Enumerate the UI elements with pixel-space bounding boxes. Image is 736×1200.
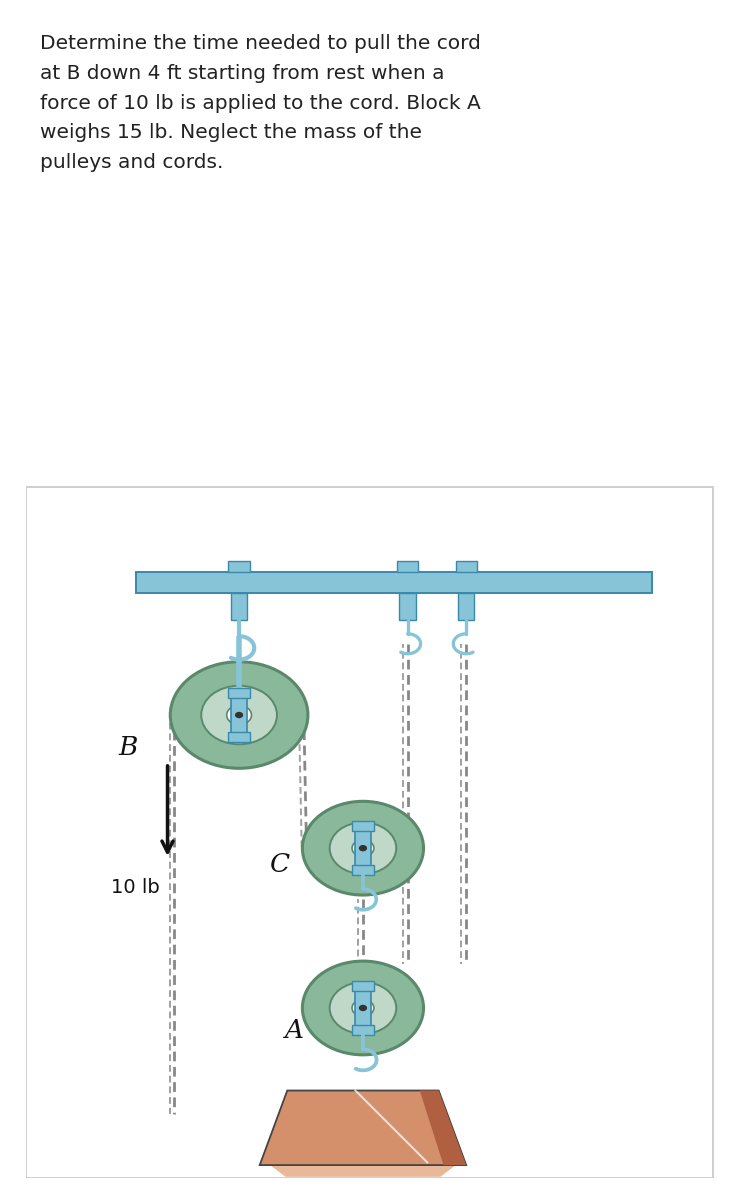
Circle shape bbox=[330, 822, 396, 874]
Polygon shape bbox=[270, 1165, 456, 1177]
FancyBboxPatch shape bbox=[355, 985, 371, 1031]
Text: B: B bbox=[118, 734, 138, 760]
Circle shape bbox=[235, 712, 243, 719]
Circle shape bbox=[359, 845, 367, 851]
FancyBboxPatch shape bbox=[397, 560, 418, 572]
Circle shape bbox=[170, 661, 308, 768]
Polygon shape bbox=[420, 1091, 466, 1165]
Circle shape bbox=[359, 1004, 367, 1012]
FancyBboxPatch shape bbox=[352, 821, 374, 830]
Text: Determine the time needed to pull the cord
at B down 4 ft starting from rest whe: Determine the time needed to pull the co… bbox=[40, 34, 481, 173]
FancyBboxPatch shape bbox=[231, 593, 247, 620]
Polygon shape bbox=[260, 1091, 466, 1165]
FancyBboxPatch shape bbox=[228, 688, 250, 697]
FancyBboxPatch shape bbox=[352, 982, 374, 991]
FancyBboxPatch shape bbox=[456, 560, 477, 572]
FancyBboxPatch shape bbox=[136, 572, 652, 593]
Circle shape bbox=[227, 706, 252, 725]
Text: C: C bbox=[270, 852, 290, 877]
FancyBboxPatch shape bbox=[228, 732, 250, 742]
FancyBboxPatch shape bbox=[228, 560, 250, 572]
Circle shape bbox=[352, 840, 374, 857]
Text: 10 lb: 10 lb bbox=[111, 878, 160, 898]
FancyBboxPatch shape bbox=[458, 593, 475, 620]
FancyBboxPatch shape bbox=[355, 826, 371, 871]
FancyBboxPatch shape bbox=[352, 1025, 374, 1034]
Text: A: A bbox=[284, 1018, 302, 1043]
Circle shape bbox=[201, 685, 277, 744]
FancyBboxPatch shape bbox=[400, 593, 416, 620]
FancyBboxPatch shape bbox=[231, 692, 247, 738]
Circle shape bbox=[352, 1000, 374, 1016]
FancyBboxPatch shape bbox=[352, 865, 374, 875]
Circle shape bbox=[330, 982, 396, 1033]
Circle shape bbox=[302, 802, 423, 895]
Circle shape bbox=[302, 961, 423, 1055]
